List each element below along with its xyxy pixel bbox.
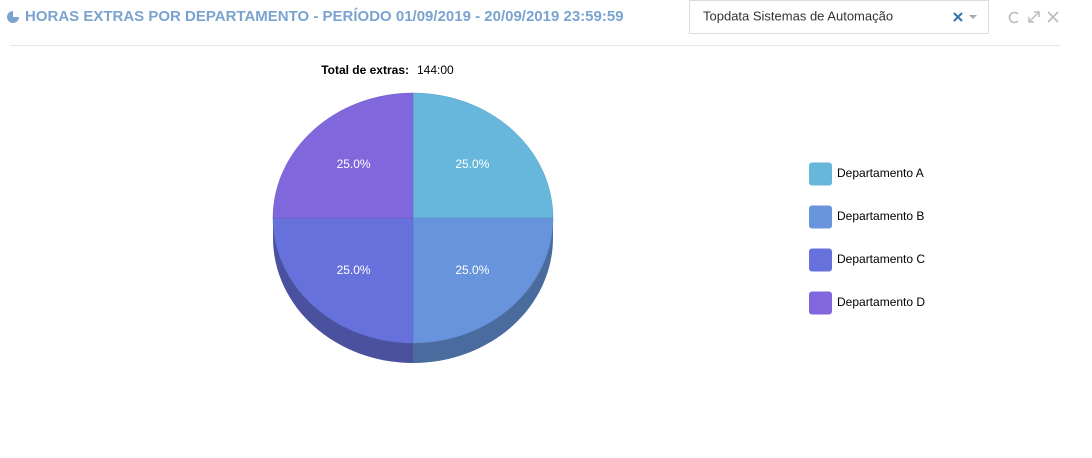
slice-label: 25.0% xyxy=(455,157,489,171)
clear-button[interactable] xyxy=(953,12,963,22)
total-value: 144:00 xyxy=(417,63,454,77)
legend-label: Departamento B xyxy=(837,209,924,223)
legend-label: Departamento D xyxy=(837,295,925,309)
slice-label: 25.0% xyxy=(337,157,371,171)
legend-label: Departamento A xyxy=(837,166,924,180)
slice xyxy=(272,92,414,219)
company-select[interactable] xyxy=(689,0,989,34)
legend-swatch xyxy=(809,248,832,272)
slice xyxy=(412,92,554,219)
total-label: Total de extras: xyxy=(321,63,409,77)
expand-button[interactable] xyxy=(1028,11,1040,23)
legend-swatch xyxy=(809,162,832,186)
slice-label: 25.0% xyxy=(337,263,371,277)
slice-label: 25.0% xyxy=(455,263,489,277)
total: Total de extras: xyxy=(321,63,409,77)
pie-icon xyxy=(7,11,19,23)
dropdown-caret[interactable] xyxy=(969,15,977,19)
legend-label: Departamento C xyxy=(837,252,925,266)
slice xyxy=(412,217,554,344)
slice-side xyxy=(413,218,553,363)
close-button[interactable] xyxy=(1047,11,1059,23)
legend-swatch xyxy=(809,205,832,229)
slice-side xyxy=(273,218,413,363)
legend-swatch xyxy=(809,291,832,315)
widget-title: HORAS EXTRAS POR DEPARTAMENTO - PERÍODO … xyxy=(25,8,624,25)
select-value: Topdata Sistemas de Automação xyxy=(703,8,893,23)
refresh-button[interactable] xyxy=(1008,11,1019,24)
slice xyxy=(272,217,414,344)
